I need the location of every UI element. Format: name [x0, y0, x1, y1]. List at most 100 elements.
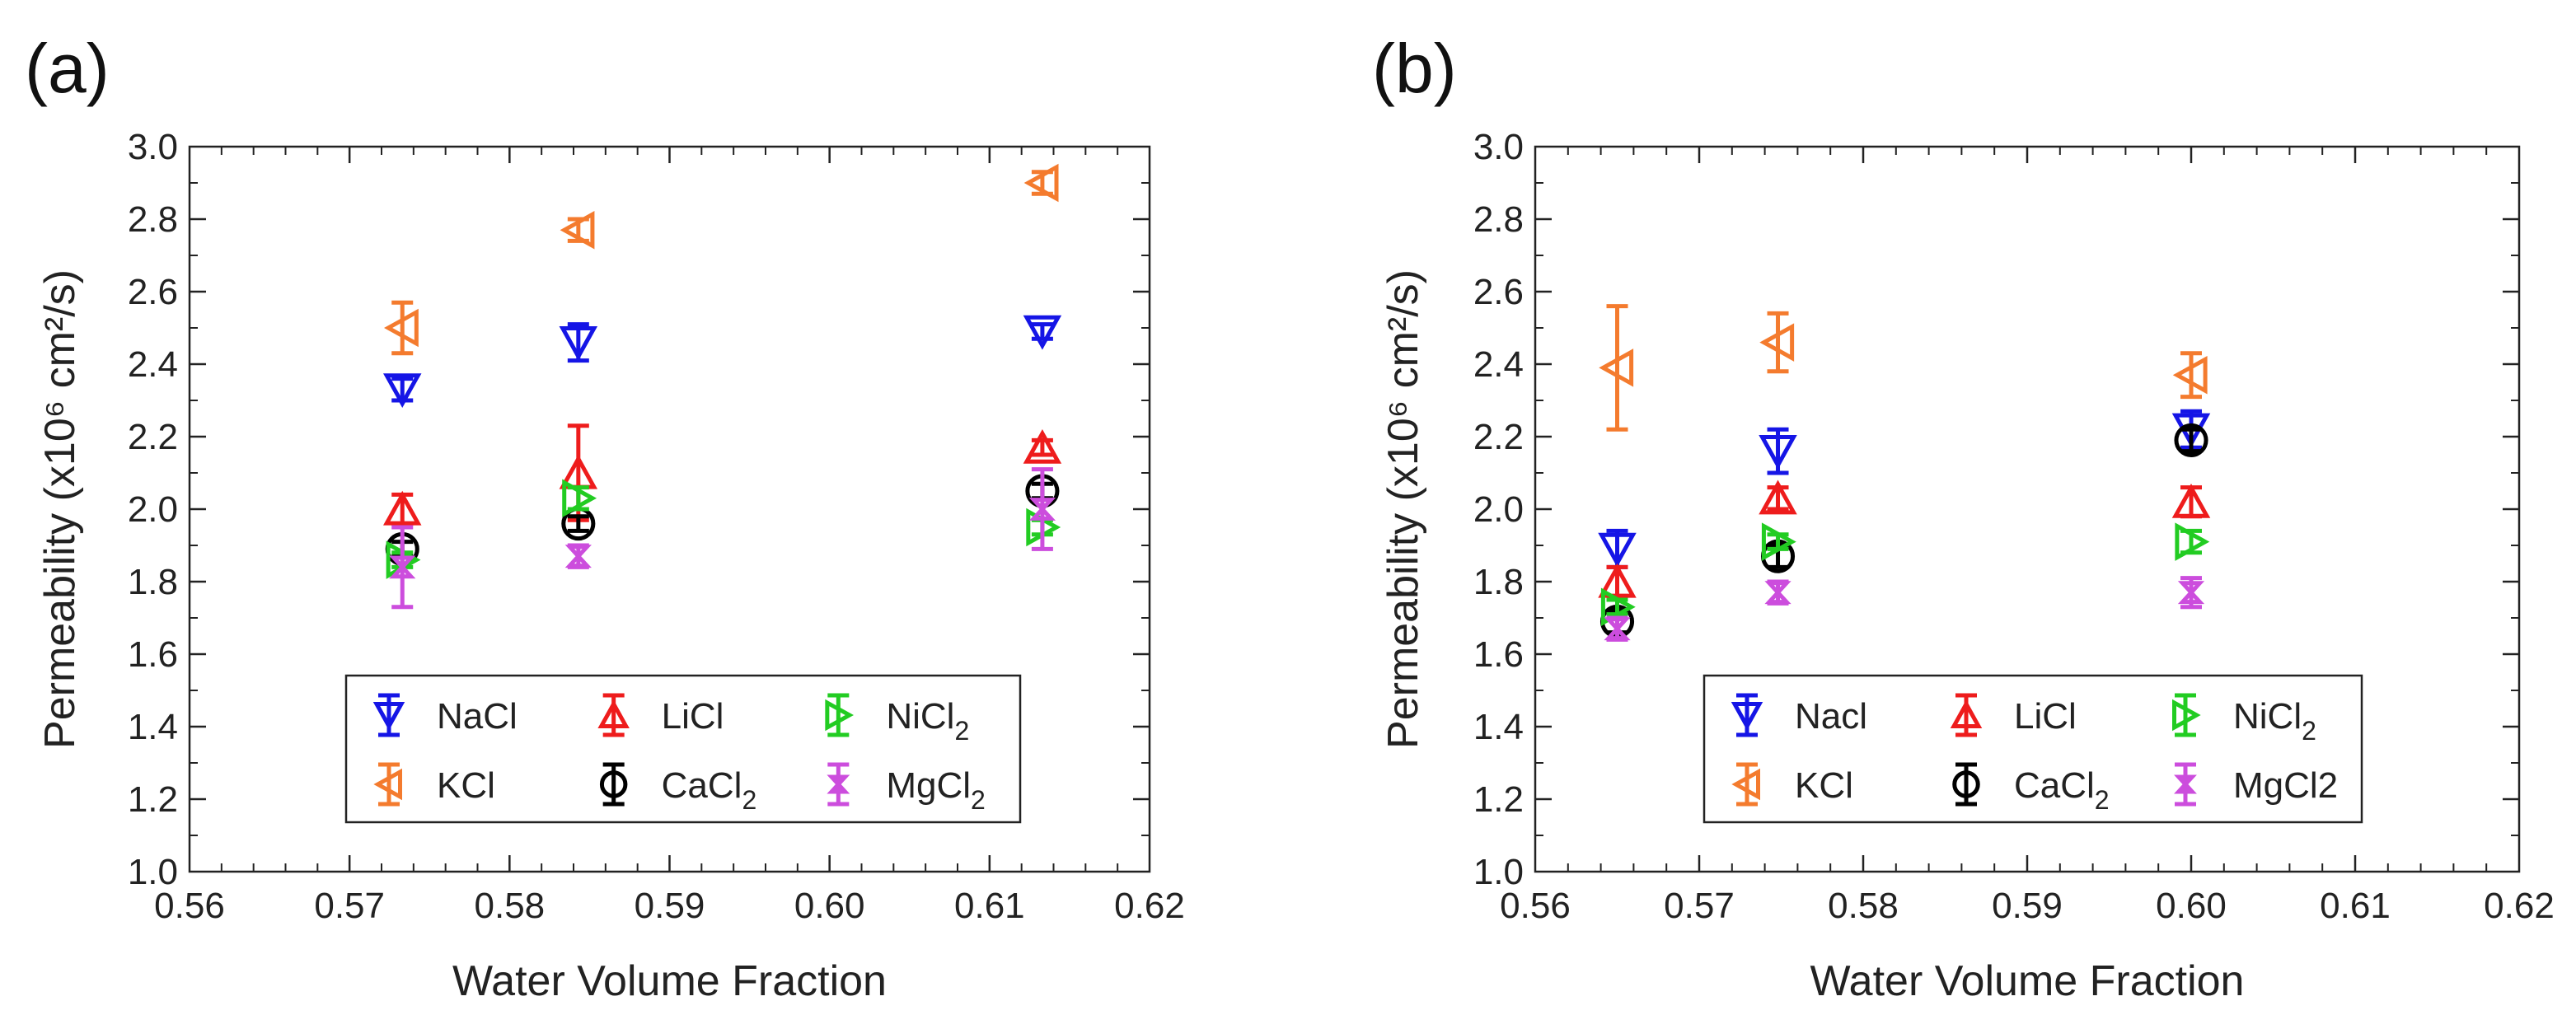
error-bar [567, 514, 589, 533]
data-point [2172, 355, 2208, 395]
panel-b: (b) 0.56 0.57 0.58 0.59 0.60 0.61 0.62 1.0 1.2 1.4… [1372, 30, 2555, 1005]
x-tick-label: 0.59 [635, 886, 705, 926]
y-tick-label: 1.6 [128, 634, 178, 675]
legend-marker [597, 699, 630, 728]
data-point [564, 545, 592, 568]
legend-label: KCl [1795, 765, 1853, 806]
data-point [2175, 522, 2210, 561]
series-NaCl [382, 315, 1062, 409]
x-tick-label: 0.61 [954, 886, 1025, 926]
data-point [382, 373, 422, 409]
panel-label: (b) [1372, 30, 1457, 107]
legend-marker [1731, 702, 1763, 731]
error-bar [1031, 322, 1053, 341]
series-LiCl [1598, 479, 2211, 599]
legend-entry-NaCl: Nacl [1731, 693, 1867, 737]
y-tick-label: 2.0 [128, 489, 178, 530]
y-tick-label: 1.4 [1473, 707, 1524, 747]
x-tick-label: 0.62 [2484, 886, 2555, 926]
legend-entry-MgCl2: MgCl2 [2174, 762, 2338, 807]
y-tick-label: 1.8 [1473, 562, 1524, 602]
legend-marker [2174, 774, 2197, 794]
x-tick-label: 0.58 [1828, 886, 1899, 926]
y-tick-label: 2.4 [128, 344, 178, 385]
series-NaCl [1598, 409, 2211, 569]
x-tick-label: 0.60 [794, 886, 865, 926]
legend-error-bar [827, 693, 850, 737]
series-MgCl2 [1604, 576, 2205, 642]
data-point [1604, 617, 1631, 641]
data-point [1023, 163, 1059, 203]
legend-label: LiCl [2014, 696, 2077, 737]
legend-box [344, 674, 1022, 824]
legend-label: Nacl [1795, 696, 1867, 737]
y-tick-label: 1.0 [1473, 852, 1524, 892]
x-tick-label: 0.61 [2320, 886, 2391, 926]
panel-label: (a) [25, 30, 110, 107]
error-bar [1767, 311, 1789, 374]
series-NiCl2 [386, 479, 1061, 579]
x-tick-label: 0.57 [314, 886, 385, 926]
data-point [1599, 348, 1634, 387]
y-tick-label: 1.2 [128, 779, 178, 820]
data-point [1764, 581, 1791, 605]
data-point [559, 326, 598, 361]
x-tick-label: 0.62 [1114, 886, 1185, 926]
legend-entry-LiCl: LiCl [1950, 693, 2077, 737]
x-tick-label: 0.59 [1992, 886, 2063, 926]
series-NiCl2 [1600, 522, 2210, 627]
series-CaCl2 [385, 474, 1060, 566]
y-tick-label: 2.6 [128, 272, 178, 312]
legend-marker [2172, 699, 2201, 732]
series-KCl [383, 163, 1059, 356]
y-tick-label: 1.6 [1473, 634, 1524, 675]
data-point [1028, 498, 1056, 521]
legend-box [1703, 674, 2363, 824]
legend-entry-KCl: KCl [373, 762, 495, 807]
legend-label: MgCl2 [2233, 765, 2338, 806]
series-MgCl2 [389, 467, 1056, 610]
data-point [1598, 563, 1637, 598]
y-tick-label: 2.8 [128, 199, 178, 240]
legend-entry-LiCl: LiCl [597, 693, 724, 737]
legend-marker [825, 699, 854, 732]
data-point [1598, 532, 1637, 568]
data-point [1759, 323, 1795, 362]
y-tick-label: 2.6 [1473, 272, 1524, 312]
x-tick-label: 0.56 [1500, 886, 1571, 926]
legend-entry-NaCl: NaCl [372, 693, 518, 737]
x-tick-label: 0.56 [154, 886, 225, 926]
panel-a: (a) 0.56 0.57 0.58 0.59 0.60 0.61 0.62 1.0 1.2 1.4… [25, 30, 1185, 1005]
data-point [2171, 483, 2211, 518]
legend-label: LiCl [662, 696, 724, 737]
data-point [2177, 581, 2205, 605]
error-bar [1031, 437, 1053, 457]
y-tick-label: 3.0 [1473, 127, 1524, 167]
x-tick-label: 0.58 [475, 886, 546, 926]
error-bar [391, 300, 414, 356]
y-tick-label: 1.2 [1473, 779, 1524, 820]
legend-error-bar [378, 762, 400, 807]
y-tick-label: 2.8 [1473, 199, 1524, 240]
y-tick-label: 1.4 [128, 707, 178, 747]
data-point [1023, 315, 1062, 350]
y-tick-label: 2.2 [1473, 417, 1524, 457]
legend-marker [1952, 770, 1980, 798]
x-tick-label: 0.57 [1664, 886, 1735, 926]
y-axis-label: Permeability (x10⁶ cm²/s) [36, 269, 84, 749]
error-bar [1606, 304, 1628, 432]
data-point [560, 210, 595, 250]
x-tick-label: 0.60 [2156, 886, 2227, 926]
legend-error-bar [2175, 693, 2196, 737]
series-CaCl2 [1599, 423, 2208, 638]
data-point [389, 555, 416, 579]
y-tick-label: 3.0 [128, 127, 178, 167]
y-axis-label: Permeability (x10⁶ cm²/s) [1379, 269, 1427, 749]
data-point [383, 308, 419, 348]
y-tick-label: 1.8 [128, 562, 178, 602]
legend-marker [599, 770, 628, 798]
legend-label: KCl [437, 765, 495, 806]
error-bar [2180, 351, 2202, 400]
